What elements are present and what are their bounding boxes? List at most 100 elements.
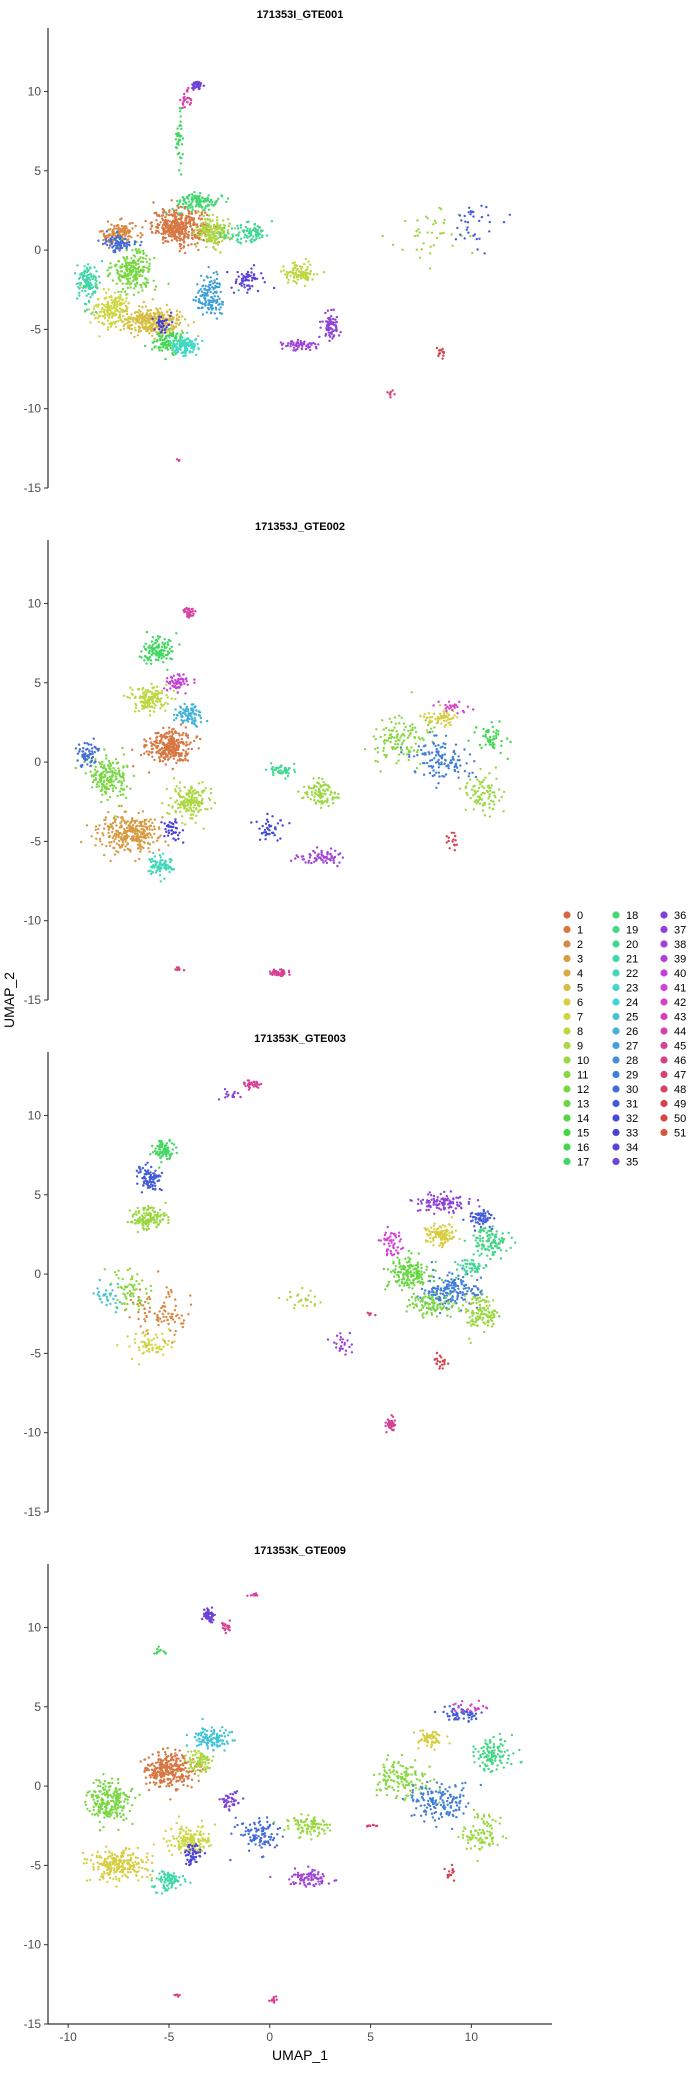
data-point: [182, 673, 185, 676]
data-point: [473, 233, 477, 236]
data-point: [334, 328, 337, 332]
data-point: [94, 317, 97, 320]
data-point: [502, 220, 506, 224]
data-point: [123, 827, 126, 831]
data-point: [264, 834, 267, 837]
data-point: [428, 731, 432, 734]
data-point: [175, 314, 178, 317]
data-point: [180, 127, 183, 131]
data-point: [172, 831, 175, 834]
data-point: [205, 288, 209, 292]
data-point: [143, 283, 146, 286]
data-point: [475, 237, 478, 241]
data-point: [188, 193, 191, 197]
data-point: [182, 199, 185, 202]
data-point: [168, 647, 172, 650]
data-point: [170, 730, 174, 734]
data-point: [138, 305, 141, 308]
data-point: [84, 309, 87, 313]
data-point: [218, 232, 222, 235]
data-point: [421, 752, 424, 756]
data-point: [201, 306, 204, 309]
data-point: [174, 839, 177, 842]
data-point: [245, 279, 249, 282]
data-point: [102, 323, 106, 326]
data-point: [382, 749, 385, 752]
data-point: [247, 284, 250, 287]
data-point: [185, 677, 188, 680]
data-point: [221, 230, 225, 234]
data-point: [383, 733, 386, 737]
data-point: [166, 650, 170, 653]
data-point: [181, 137, 185, 140]
data-point: [324, 311, 327, 315]
data-point: [102, 310, 106, 314]
data-point: [113, 853, 117, 856]
data-point: [121, 263, 124, 266]
data-point: [79, 276, 82, 279]
data-point: [130, 257, 133, 260]
data-point: [312, 777, 315, 780]
data-point: [137, 330, 140, 334]
data-point: [295, 264, 298, 268]
data-point: [98, 762, 102, 765]
data-point: [141, 306, 144, 309]
data-point: [172, 825, 175, 829]
data-point: [423, 713, 426, 716]
data-point: [137, 709, 141, 713]
data-point: [325, 855, 328, 859]
data-point: [190, 232, 194, 235]
data-point: [166, 677, 169, 680]
data-point: [488, 795, 491, 798]
data-point: [171, 316, 175, 319]
data-point: [321, 320, 324, 323]
data-point: [174, 138, 178, 141]
data-point: [186, 752, 190, 755]
data-point: [140, 845, 144, 848]
data-point: [113, 291, 117, 294]
cluster-47: [386, 389, 396, 399]
data-point: [133, 283, 137, 286]
y-tick-label: -5: [30, 322, 41, 336]
data-point: [180, 229, 184, 233]
data-point: [89, 761, 92, 764]
data-point: [247, 232, 250, 235]
data-point: [313, 798, 316, 802]
data-point: [76, 297, 79, 300]
data-point: [144, 642, 147, 645]
data-point: [167, 282, 170, 285]
data-point: [160, 321, 164, 325]
data-point: [429, 245, 432, 248]
data-point: [309, 269, 312, 273]
data-point: [112, 767, 115, 770]
data-point: [403, 728, 406, 731]
data-point: [426, 716, 429, 719]
data-point: [168, 726, 171, 729]
data-point: [117, 226, 120, 229]
data-point: [250, 821, 253, 824]
data-point: [131, 748, 134, 751]
data-point: [192, 217, 196, 220]
data-point: [185, 232, 188, 235]
data-point: [81, 289, 84, 293]
data-point: [194, 295, 198, 299]
data-point: [294, 343, 298, 346]
data-point: [174, 818, 177, 821]
data-point: [399, 746, 403, 749]
data-point: [174, 809, 177, 813]
data-point: [399, 736, 402, 739]
data-point: [110, 223, 113, 226]
data-point: [124, 796, 128, 799]
data-point: [452, 750, 455, 754]
data-point: [457, 770, 460, 774]
data-point: [134, 838, 137, 841]
data-point: [430, 727, 433, 730]
data-point: [142, 319, 146, 322]
data-point: [264, 838, 267, 841]
data-point: [103, 297, 106, 300]
cluster-12: [106, 238, 170, 296]
data-point: [184, 354, 188, 357]
data-point: [97, 239, 100, 242]
data-point: [469, 796, 472, 800]
data-point: [137, 269, 141, 272]
